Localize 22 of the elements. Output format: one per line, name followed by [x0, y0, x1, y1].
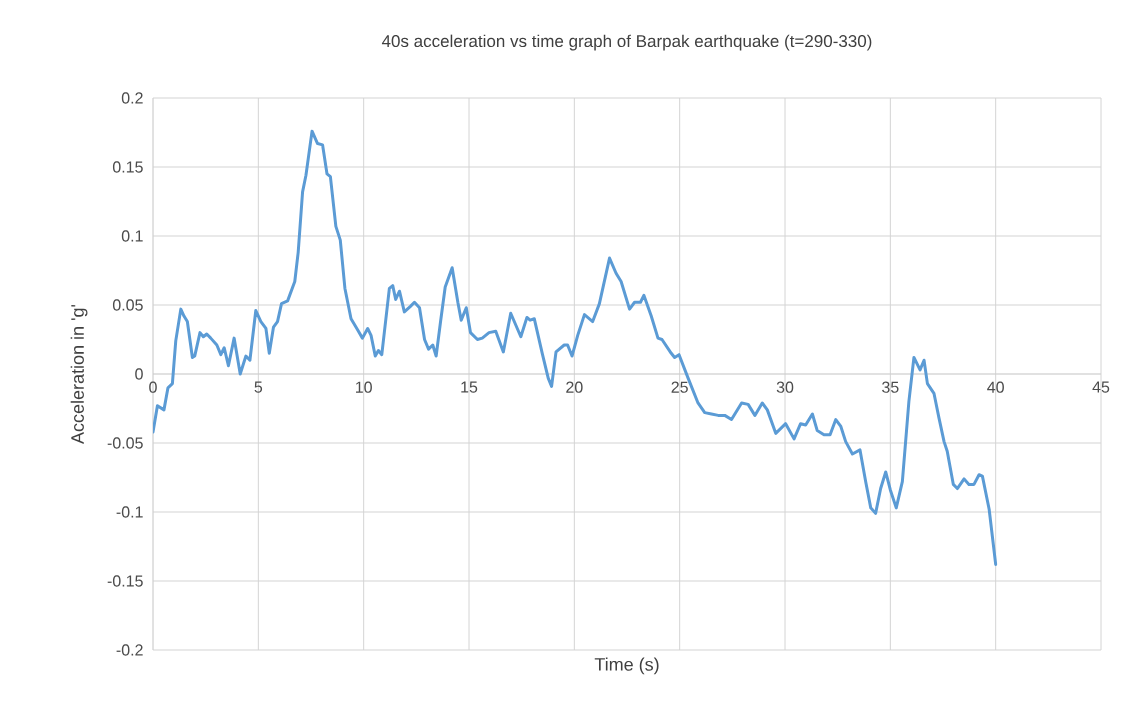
y-tick-label: -0.15: [107, 575, 143, 587]
y-tick-label: 0.2: [121, 92, 143, 104]
x-tick-label: 20: [566, 381, 583, 393]
x-tick-label: 10: [356, 381, 372, 393]
x-tick-label: 15: [461, 381, 478, 393]
y-tick-label: 0.15: [112, 161, 143, 173]
x-tick-label: 25: [671, 381, 688, 393]
y-tick-label: 0: [135, 368, 143, 380]
y-tick-label: -0.05: [107, 437, 143, 449]
x-tick-label: 40: [987, 381, 1004, 393]
y-axis-title: Acceleration in 'g': [70, 304, 88, 444]
x-tick-label: 45: [1092, 381, 1110, 393]
x-tick-label: 5: [254, 381, 263, 393]
x-tick-label: 35: [882, 381, 899, 393]
y-tick-label: -0.2: [116, 644, 143, 656]
y-tick-label: 0.05: [112, 299, 143, 311]
y-tick-label: 0.1: [121, 230, 143, 242]
x-tick-label: 30: [776, 381, 794, 393]
x-tick-label: 0: [149, 381, 157, 393]
y-tick-label: -0.1: [116, 506, 143, 518]
chart-title: 40s acceleration vs time graph of Barpak earthquake (t=290-330): [381, 34, 872, 51]
x-axis-title: Time (s): [594, 657, 659, 675]
